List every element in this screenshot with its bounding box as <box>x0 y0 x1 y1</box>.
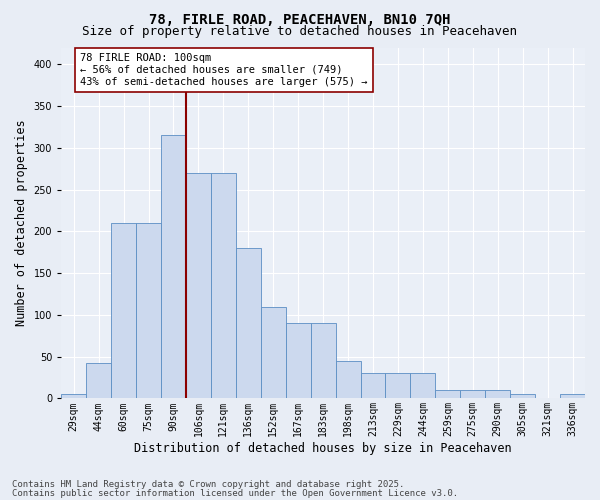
Bar <box>560 394 585 398</box>
Bar <box>385 374 410 398</box>
X-axis label: Distribution of detached houses by size in Peacehaven: Distribution of detached houses by size … <box>134 442 512 455</box>
Bar <box>436 390 460 398</box>
Bar <box>236 248 261 398</box>
Bar <box>86 364 111 398</box>
Bar <box>510 394 535 398</box>
Bar <box>335 361 361 399</box>
Text: 78 FIRLE ROAD: 100sqm
← 56% of detached houses are smaller (749)
43% of semi-det: 78 FIRLE ROAD: 100sqm ← 56% of detached … <box>80 54 367 86</box>
Bar <box>136 223 161 398</box>
Bar <box>460 390 485 398</box>
Bar <box>161 135 186 398</box>
Bar <box>111 223 136 398</box>
Bar <box>211 173 236 398</box>
Bar <box>261 306 286 398</box>
Y-axis label: Number of detached properties: Number of detached properties <box>15 120 28 326</box>
Bar <box>186 173 211 398</box>
Bar <box>410 374 436 398</box>
Bar <box>61 394 86 398</box>
Text: Contains public sector information licensed under the Open Government Licence v3: Contains public sector information licen… <box>12 489 458 498</box>
Text: Size of property relative to detached houses in Peacehaven: Size of property relative to detached ho… <box>83 25 517 38</box>
Bar <box>361 374 385 398</box>
Text: Contains HM Land Registry data © Crown copyright and database right 2025.: Contains HM Land Registry data © Crown c… <box>12 480 404 489</box>
Text: 78, FIRLE ROAD, PEACEHAVEN, BN10 7QH: 78, FIRLE ROAD, PEACEHAVEN, BN10 7QH <box>149 12 451 26</box>
Bar <box>286 323 311 398</box>
Bar <box>311 323 335 398</box>
Bar <box>485 390 510 398</box>
